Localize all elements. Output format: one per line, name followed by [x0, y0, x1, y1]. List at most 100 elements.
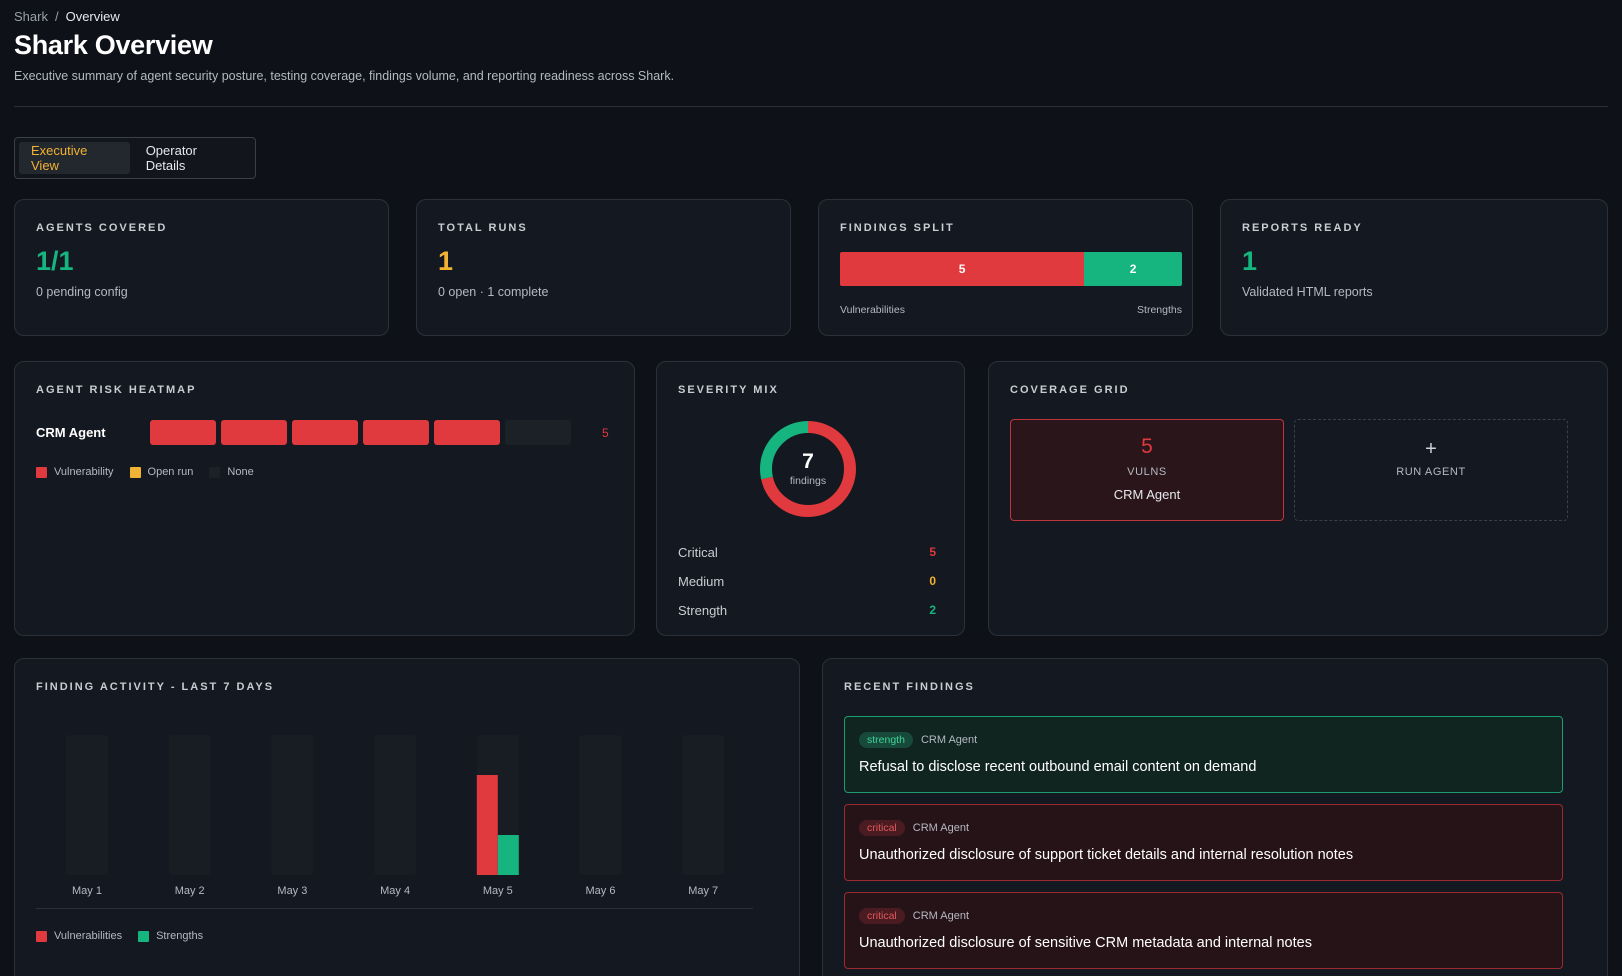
finding-agent: CRM Agent: [912, 822, 970, 834]
page-title: Shark Overview: [14, 30, 213, 60]
breadcrumb-separator: /: [54, 9, 59, 24]
finding-meta: critical CRM Agent: [859, 908, 1548, 924]
coverage-grid-label: COVERAGE GRID: [1010, 384, 1130, 396]
legend-strengths: Strengths: [138, 930, 203, 942]
finding-item[interactable]: strength CRM Agent Refusal to disclose r…: [844, 716, 1563, 793]
recent-findings-card: RECENT FINDINGS strength CRM Agent Refus…: [822, 658, 1608, 976]
activity-column-track: [66, 735, 108, 875]
finding-title: Unauthorized disclosure of support ticke…: [859, 847, 1354, 863]
plus-icon: +: [1425, 438, 1437, 460]
header-divider: [14, 106, 1608, 107]
donut-total: 7: [802, 450, 814, 473]
heatmap-cell-vulnerability[interactable]: [292, 420, 358, 445]
severity-name: Critical: [678, 545, 718, 560]
tab-operator-details[interactable]: Operator Details: [145, 143, 197, 173]
split-right-label: Strengths: [1137, 304, 1182, 316]
legend-strengths-label: Strengths: [156, 930, 204, 942]
finding-item[interactable]: critical CRM Agent Unauthorized disclosu…: [844, 804, 1563, 881]
activity-legend: Vulnerabilities Strengths: [36, 930, 219, 942]
heatmap-legend: Vulnerability Open run None: [36, 466, 270, 478]
total-runs-label: TOTAL RUNS: [438, 222, 528, 234]
legend-none: None: [209, 466, 254, 478]
severity-donut: [760, 421, 856, 517]
legend-vulnerability: Vulnerability: [36, 466, 114, 478]
activity-column-track: [271, 735, 314, 875]
agent-risk-heatmap-card: AGENT RISK HEATMAP CRM Agent 5 Vulnerabi…: [14, 361, 635, 636]
heatmap-cells: [150, 420, 571, 445]
legend-none-label: None: [227, 466, 254, 478]
finding-agent: CRM Agent: [912, 910, 970, 922]
heatmap-label: AGENT RISK HEATMAP: [36, 384, 197, 396]
breadcrumb: Shark / Overview: [14, 9, 120, 24]
severity-value: 2: [929, 603, 936, 617]
activity-x-tick-label: May 7: [688, 885, 718, 897]
legend-vulnerabilities-label: Vulnerabilities: [54, 930, 123, 942]
heatmap-row[interactable]: CRM Agent 5: [36, 420, 609, 445]
activity-bar-vulnerabilities[interactable]: [476, 775, 498, 875]
run-agent-label: RUN AGENT: [1396, 466, 1466, 478]
activity-x-tick-label: May 1: [72, 885, 102, 897]
total-runs-sub: 0 open · 1 complete: [438, 285, 549, 299]
tab-executive-view[interactable]: Executive View: [19, 142, 130, 174]
finding-title: Refusal to disclose recent outbound emai…: [859, 759, 1257, 775]
split-left-label: Vulnerabilities: [840, 304, 905, 316]
legend-open-run: Open run: [129, 466, 194, 478]
breadcrumb-current: Overview: [65, 9, 120, 24]
coverage-tile-crm-agent[interactable]: 5 VULNS CRM Agent: [1010, 419, 1284, 521]
findings-split-bar: 5 2: [840, 252, 1182, 286]
legend-swatch-vulnerabilities: [36, 930, 47, 942]
heatmap-agent-name: CRM Agent: [36, 425, 106, 440]
severity-mix-card: SEVERITY MIX 7 findings Critical 5 Mediu…: [656, 361, 965, 636]
page-subtitle: Executive summary of agent security post…: [14, 69, 675, 83]
severity-row-critical: Critical 5: [678, 545, 936, 560]
severity-value: 5: [929, 545, 936, 559]
total-runs-card: TOTAL RUNS 1 0 open · 1 complete: [416, 199, 791, 336]
agents-covered-label: AGENTS COVERED: [36, 222, 168, 234]
activity-bar-strengths[interactable]: [497, 835, 519, 875]
coverage-agent-name: CRM Agent: [1113, 487, 1181, 502]
activity-x-tick-label: May 3: [277, 885, 307, 897]
finding-meta: strength CRM Agent: [859, 732, 1548, 748]
legend-open-run-label: Open run: [147, 466, 194, 478]
finding-activity-label: FINDING ACTIVITY - LAST 7 DAYS: [36, 681, 275, 693]
findings-split-labels: Vulnerabilities Strengths: [840, 304, 1182, 316]
finding-agent: CRM Agent: [920, 734, 978, 746]
legend-swatch-strengths: [138, 930, 150, 942]
reports-ready-label: REPORTS READY: [1242, 222, 1363, 234]
heatmap-cell-vulnerability[interactable]: [434, 420, 500, 445]
heatmap-cell-vulnerability[interactable]: [363, 420, 429, 445]
severity-name: Medium: [678, 574, 725, 589]
severity-value: 0: [929, 574, 936, 588]
activity-x-tick-label: May 4: [380, 885, 410, 897]
recent-findings-label: RECENT FINDINGS: [844, 681, 975, 693]
agents-covered-sub: 0 pending config: [36, 285, 128, 299]
legend-vulnerability-label: Vulnerability: [54, 466, 114, 478]
total-runs-value: 1: [438, 246, 454, 276]
coverage-grid-card: COVERAGE GRID 5 VULNS CRM Agent + RUN AG…: [988, 361, 1608, 636]
activity-divider: [36, 908, 753, 909]
activity-column-track: [579, 735, 622, 875]
severity-name: Strength: [678, 603, 728, 618]
heatmap-cell-vulnerability[interactable]: [150, 420, 216, 445]
severity-mix-label: SEVERITY MIX: [678, 384, 779, 396]
finding-badge: critical: [859, 820, 905, 836]
findings-split-label: FINDINGS SPLIT: [840, 222, 955, 234]
findings-split-card: FINDINGS SPLIT 5 2 Vulnerabilities Stren…: [818, 199, 1193, 336]
activity-x-tick-label: May 6: [586, 885, 616, 897]
breadcrumb-root[interactable]: Shark: [14, 9, 48, 24]
activity-column-track: [374, 735, 417, 875]
finding-item[interactable]: critical CRM Agent Unauthorized disclosu…: [844, 892, 1563, 969]
run-agent-button[interactable]: + RUN AGENT: [1294, 419, 1568, 521]
heatmap-cell-none[interactable]: [505, 420, 571, 445]
donut-slice-strength: [760, 421, 856, 517]
agents-covered-value: 1/1: [36, 246, 74, 276]
legend-swatch-open-run: [129, 466, 141, 478]
split-strengths-segment: 2: [1084, 252, 1182, 286]
donut-total-label: findings: [789, 475, 827, 487]
reports-ready-card: REPORTS READY 1 Validated HTML reports: [1220, 199, 1608, 336]
activity-column-track: [168, 735, 211, 875]
finding-activity-chart: May 1 May 2 May 3 May 4 May 5 May 6 May 7: [66, 735, 725, 897]
heatmap-count: 5: [602, 425, 609, 440]
activity-x-tick-label: May 5: [483, 885, 513, 897]
heatmap-cell-vulnerability[interactable]: [221, 420, 287, 445]
